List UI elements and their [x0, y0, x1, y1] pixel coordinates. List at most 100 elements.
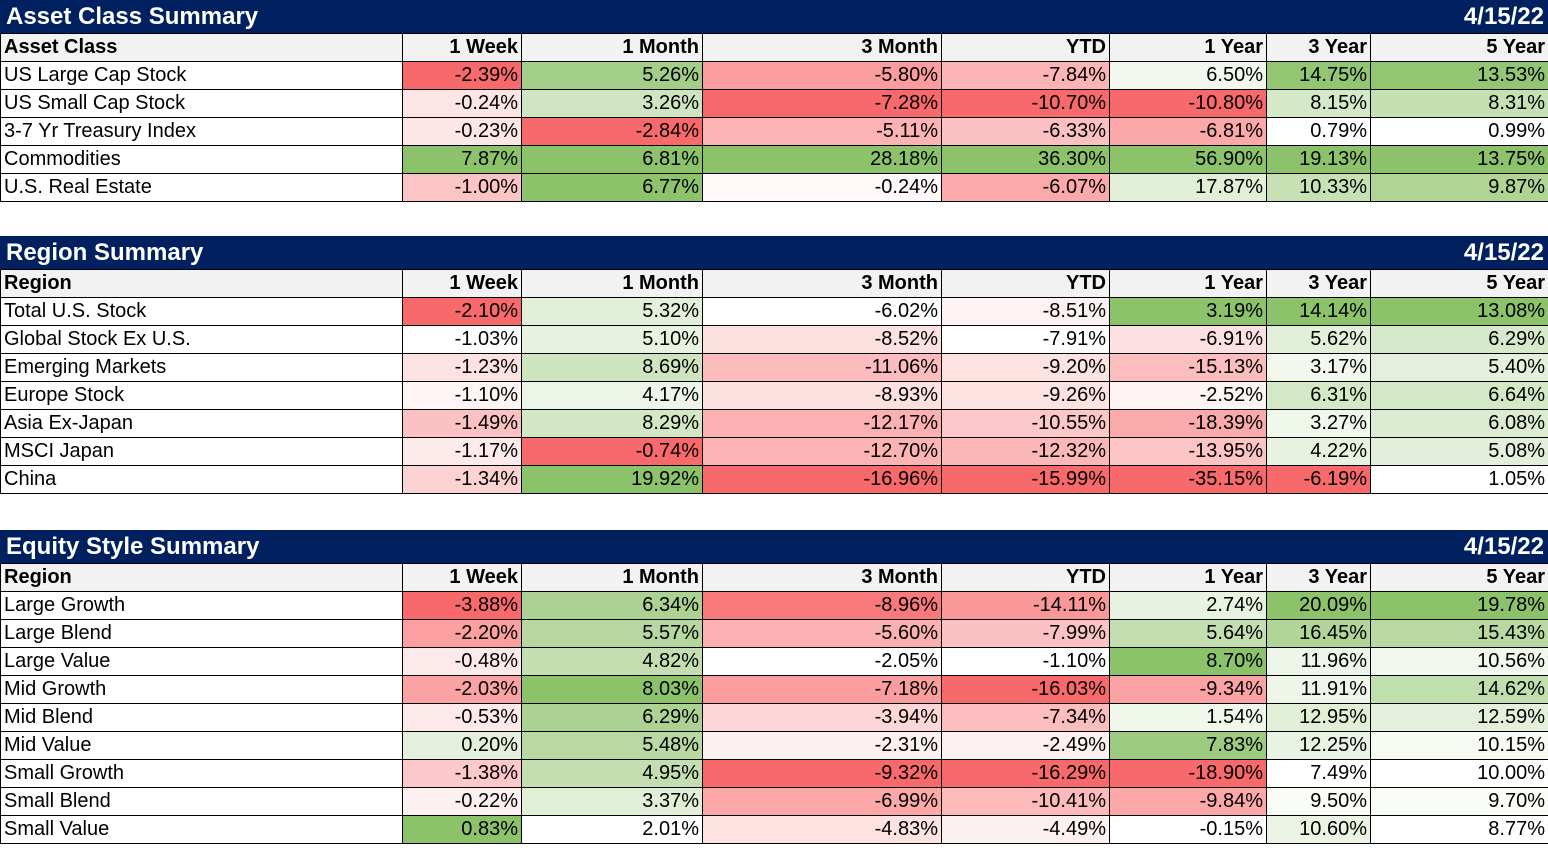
table-row: Europe Stock -1.10% 4.17% -8.93% -9.26% -2.52…	[0, 381, 1548, 410]
return-cell: -7.18%	[702, 675, 942, 704]
return-cell: 7.87%	[402, 145, 522, 174]
return-cell: 28.18%	[702, 145, 942, 174]
summary-section: Equity Style Summary 4/15/22 Region 1 Week 1…	[0, 530, 1548, 844]
return-cell: -1.03%	[402, 325, 522, 354]
return-cell: -1.10%	[402, 381, 522, 410]
column-header: 1 Month	[521, 563, 703, 592]
column-header: 1 Week	[402, 563, 522, 592]
return-cell: -9.34%	[1109, 675, 1267, 704]
return-cell: -9.84%	[1109, 787, 1267, 816]
row-label: Europe Stock	[0, 381, 403, 410]
return-cell: 11.91%	[1266, 675, 1371, 704]
return-cell: 9.50%	[1266, 787, 1371, 816]
return-cell: 5.10%	[521, 325, 703, 354]
table-row: Large Blend -2.20% 5.57% -5.60% -7.99% 5.64% 1…	[0, 619, 1548, 648]
return-cell: 56.90%	[1109, 145, 1267, 174]
return-cell: 0.99%	[1370, 117, 1548, 146]
return-cell: -8.96%	[702, 591, 942, 620]
table-row: Emerging Markets -1.23% 8.69% -11.06% -9.20%…	[0, 353, 1548, 382]
table-row: 3-7 Yr Treasury Index -0.23% -2.84% -5.11% -…	[0, 117, 1548, 146]
return-cell: 8.69%	[521, 353, 703, 382]
return-cell: 5.57%	[521, 619, 703, 648]
return-cell: -2.05%	[702, 647, 942, 676]
return-cell: 11.96%	[1266, 647, 1371, 676]
row-label: Mid Growth	[0, 675, 403, 704]
column-header: 3 Month	[702, 33, 942, 62]
return-cell: -8.93%	[702, 381, 942, 410]
return-cell: -2.49%	[941, 731, 1110, 760]
return-cell: 9.70%	[1370, 787, 1548, 816]
column-header: 5 Year	[1370, 269, 1548, 298]
return-cell: 9.87%	[1370, 173, 1548, 202]
row-label: Large Growth	[0, 591, 403, 620]
return-cell: 16.45%	[1266, 619, 1371, 648]
return-cell: 10.56%	[1370, 647, 1548, 676]
return-cell: 5.08%	[1370, 437, 1548, 466]
return-cell: -0.24%	[402, 89, 522, 118]
return-cell: -10.80%	[1109, 89, 1267, 118]
section-date: 4/15/22	[1463, 2, 1544, 30]
row-label: Large Blend	[0, 619, 403, 648]
row-label: Small Blend	[0, 787, 403, 816]
return-cell: -9.26%	[941, 381, 1110, 410]
return-cell: 19.78%	[1370, 591, 1548, 620]
return-cell: 10.15%	[1370, 731, 1548, 760]
table-row: Small Growth -1.38% 4.95% -9.32% -16.29% -18.…	[0, 759, 1548, 788]
return-cell: 1.05%	[1370, 465, 1548, 494]
table-row: U.S. Real Estate -1.00% 6.77% -0.24% -6.07% 1…	[0, 173, 1548, 202]
return-cell: -16.96%	[702, 465, 942, 494]
section-date: 4/15/22	[1463, 532, 1544, 560]
return-cell: 3.26%	[521, 89, 703, 118]
return-cell: 13.75%	[1370, 145, 1548, 174]
return-cell: -12.32%	[941, 437, 1110, 466]
column-header: 3 Month	[702, 563, 942, 592]
return-cell: -18.39%	[1109, 409, 1267, 438]
return-cell: -4.49%	[941, 815, 1110, 844]
return-cell: 13.53%	[1370, 61, 1548, 90]
summary-section: Asset Class Summary 4/15/22 Asset Class 1 W…	[0, 0, 1548, 202]
return-cell: -12.17%	[702, 409, 942, 438]
table-row: Large Value -0.48% 4.82% -2.05% -1.10% 8.70% 1…	[0, 647, 1548, 676]
table-row: China -1.34% 19.92% -16.96% -15.99% -35.15% -6…	[0, 465, 1548, 494]
section-title: Region Summary	[6, 238, 204, 266]
column-header: 1 Month	[521, 269, 703, 298]
return-cell: -10.41%	[941, 787, 1110, 816]
return-cell: 6.08%	[1370, 409, 1548, 438]
table-row: Mid Growth -2.03% 8.03% -7.18% -16.03% -9.34%…	[0, 675, 1548, 704]
return-cell: -3.94%	[702, 703, 942, 732]
return-cell: 6.34%	[521, 591, 703, 620]
return-cell: 0.83%	[402, 815, 522, 844]
table-row: Asia Ex-Japan -1.49% 8.29% -12.17% -10.55% -1…	[0, 409, 1548, 438]
summary-table: Asset Class 1 Week 1 Month 3 Month YTD 1 Year…	[0, 33, 1548, 202]
row-label: Asia Ex-Japan	[0, 409, 403, 438]
return-cell: 14.62%	[1370, 675, 1548, 704]
row-label: Emerging Markets	[0, 353, 403, 382]
return-cell: 17.87%	[1109, 173, 1267, 202]
column-header: 1 Year	[1109, 269, 1267, 298]
return-cell: -7.84%	[941, 61, 1110, 90]
return-cell: -5.60%	[702, 619, 942, 648]
row-label: Commodities	[0, 145, 403, 174]
summary-table: Region 1 Week 1 Month 3 Month YTD 1 Year 3 Yea…	[0, 563, 1548, 844]
return-cell: 5.62%	[1266, 325, 1371, 354]
table-row: Small Value 0.83% 2.01% -4.83% -4.49% -0.15% 1…	[0, 815, 1548, 844]
return-cell: -3.88%	[402, 591, 522, 620]
return-cell: -7.28%	[702, 89, 942, 118]
return-cell: 7.83%	[1109, 731, 1267, 760]
return-cell: -6.19%	[1266, 465, 1371, 494]
return-cell: 6.29%	[521, 703, 703, 732]
return-cell: 4.17%	[521, 381, 703, 410]
return-cell: 12.59%	[1370, 703, 1548, 732]
return-cell: -9.32%	[702, 759, 942, 788]
return-cell: -1.17%	[402, 437, 522, 466]
return-cell: 2.74%	[1109, 591, 1267, 620]
section-date: 4/15/22	[1463, 238, 1544, 266]
row-label: Small Value	[0, 815, 403, 844]
return-cell: 5.64%	[1109, 619, 1267, 648]
table-row: Mid Blend -0.53% 6.29% -3.94% -7.34% 1.54% 12.…	[0, 703, 1548, 732]
section-title-bar: Equity Style Summary 4/15/22	[0, 530, 1548, 563]
return-cell: 20.09%	[1266, 591, 1371, 620]
row-label: Large Value	[0, 647, 403, 676]
return-cell: 14.14%	[1266, 297, 1371, 326]
column-header: 1 Year	[1109, 33, 1267, 62]
